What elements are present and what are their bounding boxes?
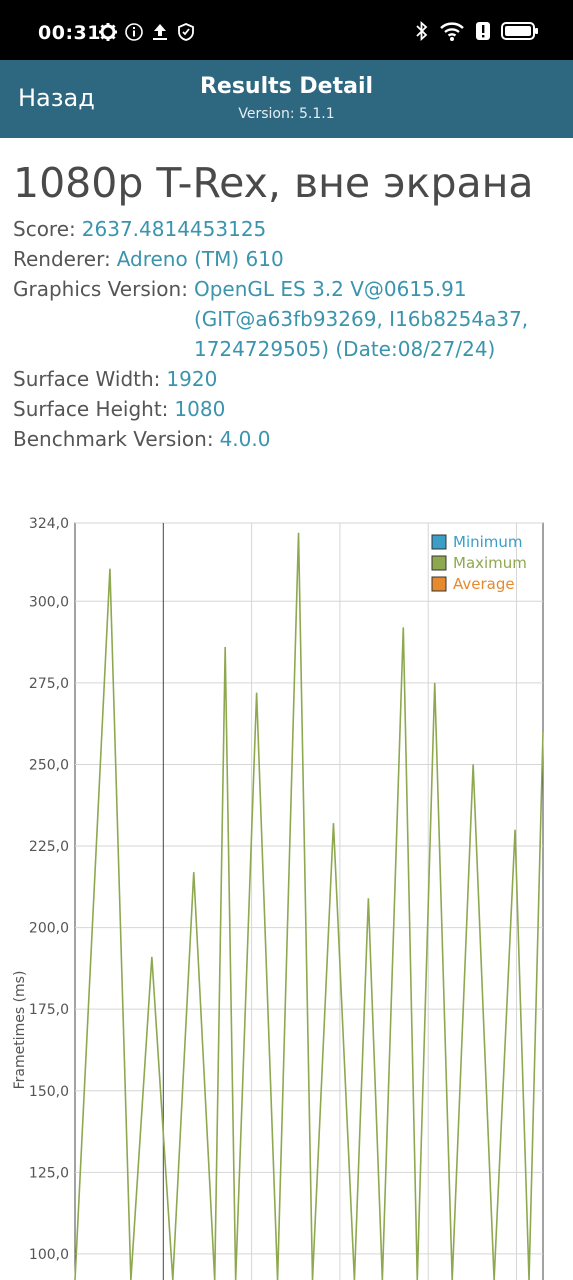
benchmark-version-row: Benchmark Version: 4.0.0 bbox=[13, 424, 563, 454]
surface-width-value: 1920 bbox=[166, 367, 218, 391]
y-tick-label: 250,0 bbox=[29, 757, 69, 773]
graphics-value: OpenGL ES 3.2 V@0615.91 (GIT@a63fb93269,… bbox=[193, 277, 529, 361]
status-bar: 00:31 bbox=[0, 0, 573, 60]
benchmark-version-label: Benchmark Version: bbox=[13, 427, 214, 451]
upload-icon bbox=[153, 24, 167, 40]
frametimes-chart: 324,0 300,0 275,0 250,0 225,0 200,0 175,0 150,0… bbox=[12, 516, 544, 1280]
benchmark-version-value: 4.0.0 bbox=[219, 427, 271, 451]
surface-height-row: Surface Height: 1080 bbox=[13, 394, 563, 424]
renderer-row: Renderer: Adreno (TM) 610 bbox=[13, 244, 563, 274]
y-axis-label: Frametimes (ms) bbox=[12, 971, 28, 1090]
renderer-value: Adreno (TM) 610 bbox=[116, 247, 284, 271]
legend-swatch-minimum bbox=[431, 534, 447, 550]
y-tick-label: 200,0 bbox=[29, 921, 69, 937]
bluetooth-icon bbox=[416, 20, 428, 42]
score-value: 2637.4814453125 bbox=[81, 217, 267, 241]
y-tick-label: 150,0 bbox=[29, 1084, 69, 1100]
alert-icon bbox=[476, 22, 490, 40]
surface-height-value: 1080 bbox=[174, 397, 226, 421]
surface-width-label: Surface Width: bbox=[13, 367, 161, 391]
shield-icon bbox=[178, 23, 194, 41]
results-details: 1080p T-Rex, вне экрана Score: 2637.4814… bbox=[13, 158, 563, 454]
gear-icon bbox=[99, 23, 117, 41]
legend-label-minimum: Minimum bbox=[453, 533, 523, 551]
y-tick-label: 100,0 bbox=[29, 1247, 69, 1263]
series-line-maximum bbox=[74, 532, 544, 1280]
score-row: Score: 2637.4814453125 bbox=[13, 214, 563, 244]
y-tick-label: 324,0 bbox=[29, 516, 69, 532]
graphics-label: Graphics Version: bbox=[13, 277, 188, 301]
app-bar: Назад Results Detail Version: 5.1.1 bbox=[0, 60, 573, 138]
back-button[interactable]: Назад bbox=[18, 84, 95, 112]
version-subtitle: Version: 5.1.1 bbox=[238, 106, 335, 122]
legend-label-maximum: Maximum bbox=[453, 554, 527, 572]
score-label: Score: bbox=[13, 217, 76, 241]
battery-icon bbox=[501, 22, 538, 40]
legend-swatch-average bbox=[431, 576, 447, 592]
y-tick-label: 175,0 bbox=[29, 1002, 69, 1018]
test-title: 1080p T-Rex, вне экрана bbox=[13, 159, 534, 207]
plot-area bbox=[74, 522, 544, 1280]
legend-swatch-maximum bbox=[431, 555, 447, 571]
wifi-icon bbox=[440, 22, 464, 41]
y-tick-label: 225,0 bbox=[29, 839, 69, 855]
y-tick-label: 300,0 bbox=[29, 594, 69, 610]
graphics-row: Graphics Version: OpenGL ES 3.2 V@0615.9… bbox=[13, 274, 563, 364]
renderer-label: Renderer: bbox=[13, 247, 111, 271]
surface-height-label: Surface Height: bbox=[13, 397, 169, 421]
info-icon bbox=[125, 23, 143, 41]
page-title: Results Detail bbox=[199, 74, 374, 99]
y-tick-label: 275,0 bbox=[29, 676, 69, 692]
surface-width-row: Surface Width: 1920 bbox=[13, 364, 563, 394]
status-time: 00:31 bbox=[38, 22, 101, 44]
legend-label-average: Average bbox=[453, 575, 515, 593]
y-tick-label: 125,0 bbox=[29, 1165, 69, 1181]
